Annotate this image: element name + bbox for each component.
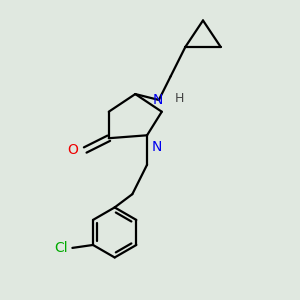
Text: N: N [152,140,162,154]
Text: Cl: Cl [54,241,68,255]
Text: H: H [175,92,184,105]
Text: N: N [152,93,163,107]
Text: O: O [67,143,78,157]
